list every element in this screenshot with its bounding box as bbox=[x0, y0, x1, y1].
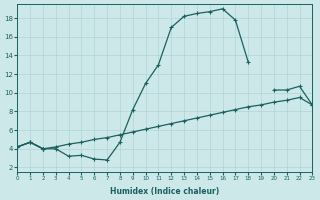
X-axis label: Humidex (Indice chaleur): Humidex (Indice chaleur) bbox=[110, 187, 220, 196]
